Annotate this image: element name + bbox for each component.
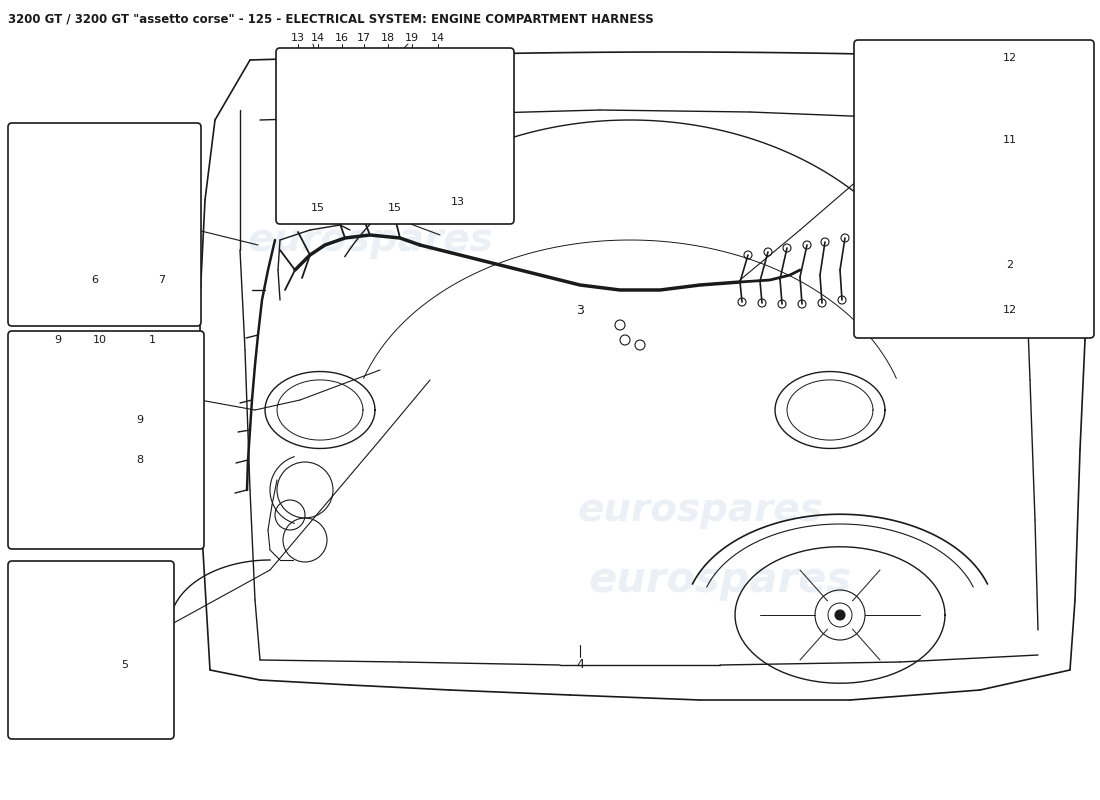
Bar [418, 170, 456, 198]
Text: 8: 8 [136, 455, 144, 465]
Bar [374, 139, 412, 167]
Text: 9: 9 [136, 415, 144, 425]
Bar [298, 146, 318, 168]
Bar [295, 140, 345, 200]
Bar [69, 707, 79, 717]
Text: 1: 1 [148, 335, 155, 345]
Text: 13: 13 [451, 197, 465, 207]
FancyBboxPatch shape [8, 561, 174, 739]
Bar [48, 201, 56, 255]
Text: 4: 4 [576, 658, 584, 671]
Bar [28, 617, 113, 708]
Bar [25, 615, 115, 710]
FancyBboxPatch shape [8, 331, 203, 549]
Bar [50, 204, 150, 252]
Bar [298, 171, 318, 196]
Text: 18: 18 [381, 33, 395, 43]
Text: 13: 13 [292, 33, 305, 43]
Bar [870, 235, 955, 290]
Text: 17: 17 [356, 33, 371, 43]
Circle shape [835, 610, 845, 620]
Bar [35, 707, 45, 717]
Text: 12: 12 [1003, 53, 1018, 63]
Bar [873, 238, 952, 287]
Text: 19: 19 [405, 33, 419, 43]
Text: 12: 12 [1003, 305, 1018, 315]
FancyBboxPatch shape [8, 123, 201, 326]
Bar [374, 170, 412, 198]
Bar [58, 397, 98, 417]
Bar [370, 134, 465, 202]
Bar [143, 397, 153, 415]
FancyBboxPatch shape [276, 48, 514, 224]
Text: eurospares: eurospares [578, 491, 823, 529]
Text: 3: 3 [576, 303, 584, 317]
Text: 6: 6 [91, 275, 99, 285]
Text: 9: 9 [54, 335, 62, 345]
Text: 15: 15 [311, 203, 324, 213]
Text: 15: 15 [388, 203, 401, 213]
Text: 14: 14 [311, 33, 326, 43]
Bar [321, 171, 341, 196]
Bar [102, 397, 140, 417]
Bar [54, 228, 82, 248]
Bar [321, 146, 341, 168]
Text: 14: 14 [431, 33, 446, 43]
Bar [418, 139, 456, 167]
Bar [55, 374, 145, 420]
Text: 3200 GT / 3200 GT "assetto corse" - 125 - ELECTRICAL SYSTEM: ENGINE COMPARTMENT : 3200 GT / 3200 GT "assetto corse" - 125 … [8, 12, 653, 25]
Bar [116, 228, 144, 248]
Text: 11: 11 [1003, 135, 1018, 145]
Text: 16: 16 [336, 33, 349, 43]
Text: 2: 2 [1006, 260, 1013, 270]
FancyBboxPatch shape [854, 40, 1094, 338]
Text: 5: 5 [121, 660, 129, 670]
Text: 7: 7 [158, 275, 166, 285]
Text: eurospares: eurospares [248, 221, 493, 259]
Text: 10: 10 [94, 335, 107, 345]
Text: eurospares: eurospares [588, 559, 851, 601]
Bar [52, 707, 62, 717]
Bar [86, 707, 96, 717]
Circle shape [865, 307, 871, 313]
Bar [85, 228, 113, 248]
Bar [862, 258, 870, 278]
Bar [285, 145, 297, 190]
